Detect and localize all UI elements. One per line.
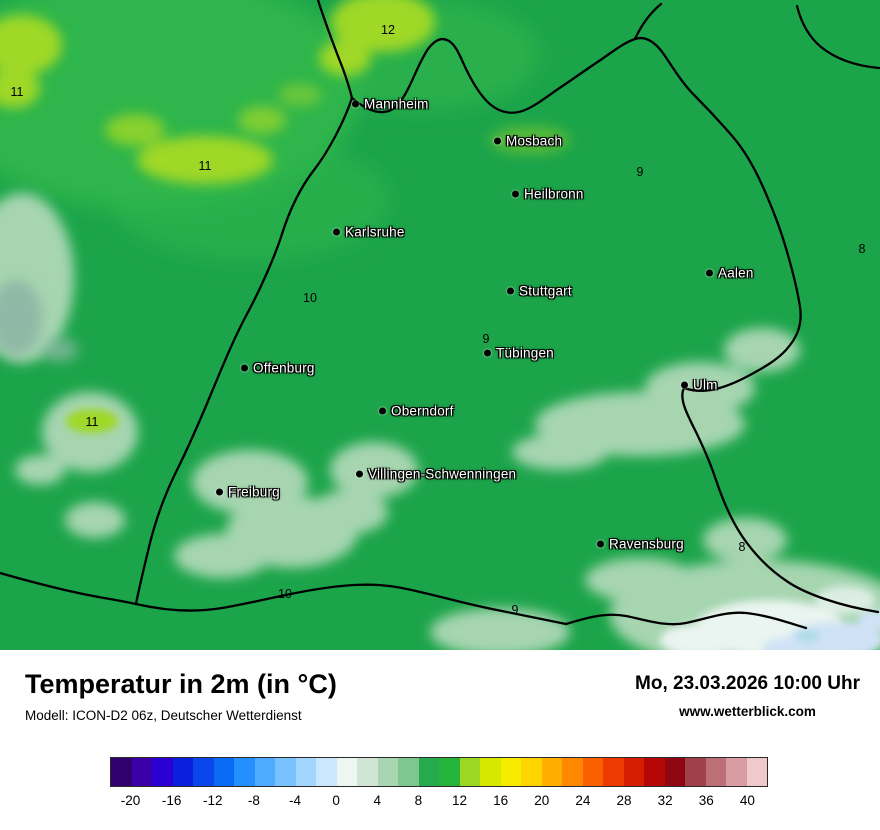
scale-segment-4-to-6 xyxy=(377,758,398,786)
scale-tick-label: 8 xyxy=(414,793,423,808)
cold-spot-layer xyxy=(0,280,78,362)
temperature-scale: -20 -16 -12 -8 -4 0 4 8 12 16 20 24 28 32 36 40 xyxy=(0,745,880,830)
map-region xyxy=(319,40,371,76)
map-region xyxy=(137,136,273,184)
scale-segment-32-to-34 xyxy=(664,758,685,786)
scale-tick-label: 36 xyxy=(698,793,714,808)
map-region xyxy=(0,68,40,108)
scale-segment--14-to--12 xyxy=(193,758,214,786)
map-region xyxy=(66,409,118,433)
website-link[interactable]: www.wetterblick.com xyxy=(679,704,816,719)
map-title: Temperatur in 2m (in °C) xyxy=(25,669,337,699)
map-region xyxy=(330,442,418,498)
scale-tick-label: 24 xyxy=(575,793,591,808)
scale-segment-18-to-20 xyxy=(521,758,542,786)
scale-segment-40-to-42 xyxy=(746,758,767,786)
scale-bar xyxy=(110,757,768,787)
border-path-top-right xyxy=(795,4,880,70)
border-path-top-spur xyxy=(316,0,354,100)
border-lines xyxy=(0,0,880,630)
scale-tick-label: 12 xyxy=(452,793,468,808)
scale-segment--8-to--6 xyxy=(254,758,275,786)
scale-tick-label: -20 xyxy=(120,793,141,808)
map-region xyxy=(796,630,820,642)
scale-segment--12-to--10 xyxy=(213,758,234,786)
scale-segment-2-to-4 xyxy=(357,758,378,786)
warm-region-layer xyxy=(0,0,570,184)
scale-segment-8-to-10 xyxy=(418,758,439,786)
scale-segment--10-to--8 xyxy=(234,758,255,786)
map-region xyxy=(331,0,435,52)
border-path-south xyxy=(134,583,568,626)
accent-region-layer xyxy=(66,409,118,433)
scale-segment--2-to-0 xyxy=(316,758,337,786)
map-region xyxy=(238,106,286,134)
border-path-south-east xyxy=(564,611,808,630)
map-region xyxy=(105,114,165,146)
scale-segment-10-to-12 xyxy=(439,758,460,786)
map-area: 12 11 11 9 8 10 9 11 8 10 9 Mannheim Mosbach Heilbro… xyxy=(0,0,880,650)
scale-segment-14-to-16 xyxy=(480,758,501,786)
scale-segment-6-to-8 xyxy=(398,758,419,786)
scale-segment-38-to-40 xyxy=(726,758,747,786)
scale-segment-36-to-38 xyxy=(705,758,726,786)
map-region xyxy=(490,126,570,154)
scale-labels: -20 -16 -12 -8 -4 0 4 8 12 16 20 24 28 32 36 40 xyxy=(110,793,768,811)
scale-tick-label: -4 xyxy=(289,793,302,808)
scale-tick-label: -8 xyxy=(247,793,260,808)
map-region xyxy=(0,280,42,356)
scale-segment--20-to--18 xyxy=(131,758,152,786)
scale-segment--22-to--20 xyxy=(111,758,132,786)
scale-segment-30-to-32 xyxy=(644,758,665,786)
scale-tick-label: -12 xyxy=(203,793,223,808)
scale-segment--4-to--2 xyxy=(295,758,316,786)
border-path-north-east xyxy=(350,36,880,614)
scale-tick-label: 40 xyxy=(739,793,755,808)
scale-segment--18-to--16 xyxy=(152,758,173,786)
scale-segment-16-to-18 xyxy=(500,758,521,786)
map-region xyxy=(42,338,78,362)
map-region xyxy=(0,15,62,75)
scale-segment-12-to-14 xyxy=(459,758,480,786)
info-bar: Temperatur in 2m (in °C) Modell: ICON-D2… xyxy=(0,650,880,745)
map-region xyxy=(174,534,270,578)
model-info: Modell: ICON-D2 06z, Deutscher Wetterdie… xyxy=(25,707,302,723)
map-region xyxy=(15,455,65,485)
scale-tick-label: 20 xyxy=(534,793,550,808)
map-region xyxy=(65,502,125,538)
map-region xyxy=(278,83,322,107)
scale-tick-label: 0 xyxy=(332,793,340,808)
map-region xyxy=(858,610,880,630)
scale-tick-label: 16 xyxy=(493,793,509,808)
scale-segment-28-to-30 xyxy=(623,758,644,786)
info-left: Temperatur in 2m (in °C) Modell: ICON-D2… xyxy=(25,669,337,723)
map-svg xyxy=(0,0,880,650)
scale-segment--6-to--4 xyxy=(275,758,296,786)
map-region xyxy=(815,586,875,614)
map-region xyxy=(312,490,388,534)
scale-tick-label: 32 xyxy=(657,793,673,808)
scale-tick-label: 28 xyxy=(616,793,632,808)
scale-segment-22-to-24 xyxy=(562,758,583,786)
scale-tick-label: 4 xyxy=(373,793,382,808)
map-region xyxy=(660,624,740,650)
alps-region-layer xyxy=(660,586,880,650)
scale-segment-34-to-36 xyxy=(685,758,706,786)
scale-segment-24-to-26 xyxy=(582,758,603,786)
scale-segment-20-to-22 xyxy=(541,758,562,786)
border-path-west xyxy=(134,96,354,606)
info-right: Mo, 23.03.2026 10:00 Uhr www.wetterblick… xyxy=(635,670,860,719)
scale-tick-label: -16 xyxy=(161,793,182,808)
map-region xyxy=(645,362,755,414)
border-path-top-mid-spur xyxy=(633,2,663,41)
map-region xyxy=(512,434,608,470)
scale-segment-26-to-28 xyxy=(603,758,624,786)
scale-segment-0-to-2 xyxy=(336,758,357,786)
map-region xyxy=(724,328,800,372)
timestamp: Mo, 23.03.2026 10:00 Uhr xyxy=(635,673,860,694)
scale-segment--16-to--14 xyxy=(172,758,193,786)
border-path-bottom-left xyxy=(0,571,138,606)
